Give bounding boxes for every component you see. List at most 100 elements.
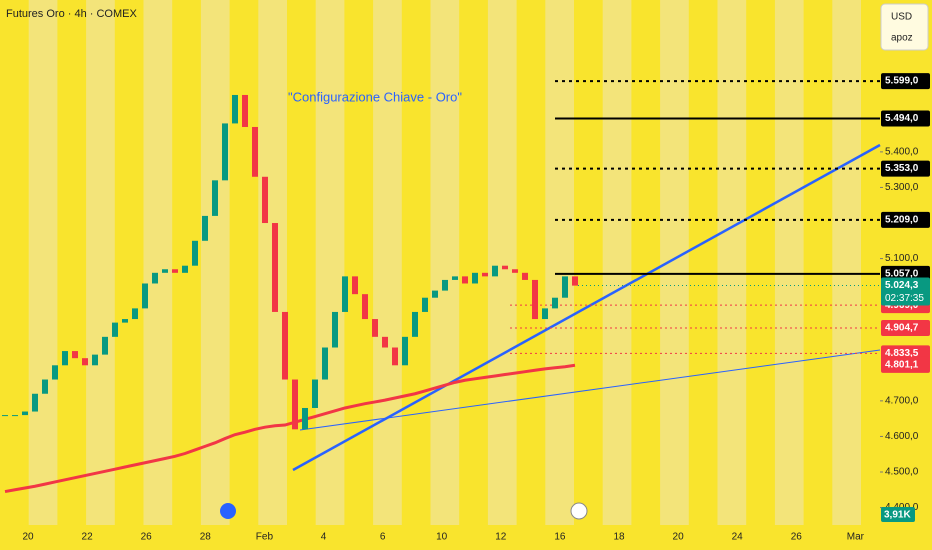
- candle: [402, 336, 408, 366]
- candle: [412, 311, 418, 337]
- candle: [132, 308, 138, 320]
- level-label: 5.599,0: [885, 76, 919, 87]
- x-tick-label: 6: [380, 532, 386, 543]
- session-band: [660, 0, 689, 525]
- session-band: [717, 0, 747, 525]
- currency-box[interactable]: [880, 3, 929, 51]
- currency: USD: [891, 12, 912, 23]
- candle: [372, 319, 378, 337]
- candle: [162, 269, 168, 273]
- level-label-box: [881, 211, 930, 228]
- session-band: [430, 0, 460, 525]
- candle: [72, 351, 78, 359]
- candle: [442, 279, 448, 291]
- session-band: [143, 0, 173, 525]
- session-band: [602, 0, 632, 525]
- candle: [282, 311, 288, 380]
- ma-label: 4.801,1: [885, 360, 919, 371]
- level-label-box: [881, 320, 930, 337]
- candle: [272, 223, 278, 312]
- candle: [312, 379, 318, 408]
- candle: [2, 415, 8, 417]
- candle: [112, 322, 118, 337]
- candle: [532, 279, 538, 320]
- x-tick-label: 12: [495, 532, 507, 543]
- candle: [122, 319, 128, 323]
- candle: [62, 351, 68, 366]
- candle: [432, 290, 438, 298]
- x-tick-label: 26: [791, 532, 803, 543]
- candle: [212, 180, 218, 216]
- candle: [52, 365, 58, 380]
- x-tick-label: Feb: [256, 532, 274, 543]
- candle: [242, 94, 248, 127]
- ma-label-box: [881, 356, 930, 373]
- candle: [482, 272, 488, 277]
- y-tick-label: 4.700,0: [885, 396, 919, 407]
- account: apoz: [891, 33, 913, 44]
- candle: [552, 297, 558, 309]
- level-label: 5.353,0: [885, 163, 919, 174]
- level-label-box: [881, 160, 930, 177]
- candle: [342, 276, 348, 312]
- x-tick-label: 18: [613, 532, 625, 543]
- event-icon[interactable]: [220, 503, 236, 519]
- x-tick-label: 26: [141, 532, 153, 543]
- y-tick-label: 5.300,0: [885, 182, 919, 193]
- last-price: 5.024,3: [885, 280, 919, 291]
- candle: [302, 407, 308, 430]
- candle: [492, 265, 498, 277]
- session-band: [373, 0, 402, 525]
- y-tick-label: 5.100,0: [885, 253, 919, 264]
- y-tick-label: 4.600,0: [885, 431, 919, 442]
- countdown: 02:37:35: [885, 293, 924, 304]
- x-tick-label: Mar: [847, 532, 865, 543]
- y-tick-label: 4.500,0: [885, 467, 919, 478]
- session-band: [545, 0, 574, 525]
- session-band: [774, 0, 804, 525]
- candle: [232, 94, 238, 124]
- candle: [262, 176, 268, 224]
- candle: [392, 347, 398, 366]
- candle: [32, 393, 38, 412]
- x-tick-label: 20: [673, 532, 685, 543]
- candle: [422, 297, 428, 312]
- x-tick-label: 16: [554, 532, 566, 543]
- candle: [82, 358, 88, 366]
- candle: [92, 354, 98, 366]
- candle: [22, 411, 28, 416]
- candle: [522, 272, 528, 280]
- event-icon[interactable]: [570, 502, 588, 520]
- candle: [142, 283, 148, 309]
- candle: [292, 379, 298, 430]
- candle: [352, 276, 358, 295]
- session-band: [487, 0, 517, 525]
- moving-average: [4, 363, 576, 494]
- level-label: 4.833,5: [885, 348, 919, 359]
- x-tick-label: 4: [321, 532, 327, 543]
- trend-line: [299, 349, 881, 431]
- session-band: [86, 0, 115, 525]
- level-label: 5.494,0: [885, 113, 919, 124]
- candle: [222, 123, 228, 181]
- candle: [332, 311, 338, 348]
- trend-line: [292, 143, 881, 472]
- annotation: "Configurazione Chiave - Oro": [288, 89, 462, 104]
- candle: [12, 415, 18, 417]
- candle: [562, 276, 568, 298]
- last-price-box: [881, 277, 930, 306]
- session-band: [832, 0, 861, 525]
- level-label: 5.057,0: [885, 269, 919, 280]
- x-tick-label: 22: [82, 532, 94, 543]
- x-tick-label: 20: [22, 532, 34, 543]
- candle: [252, 126, 258, 177]
- volume-label-box: [881, 507, 915, 522]
- candle: [472, 272, 478, 284]
- x-tick-label: 10: [436, 532, 448, 543]
- session-band: [28, 0, 58, 525]
- candle: [42, 379, 48, 394]
- candle: [462, 276, 468, 284]
- candle: [452, 276, 458, 280]
- candle: [202, 215, 208, 241]
